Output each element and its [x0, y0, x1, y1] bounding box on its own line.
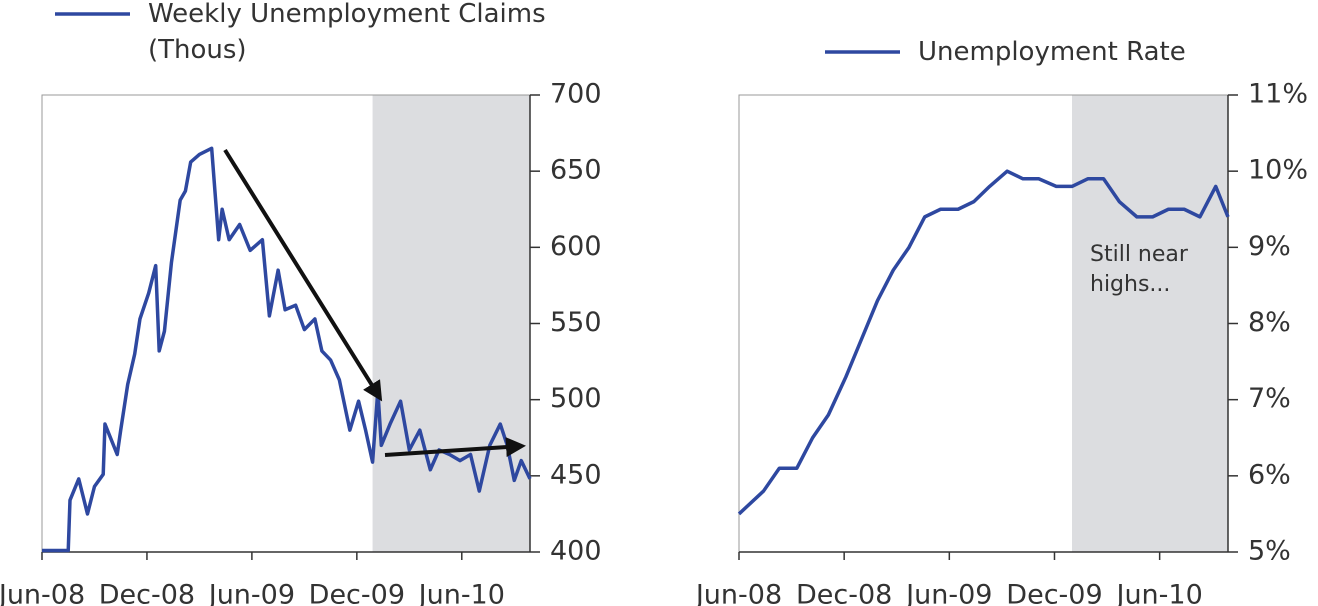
annotation: Still near highs... — [1090, 242, 1188, 297]
shaded-region — [1072, 95, 1228, 552]
y-tick-label: 650 — [550, 155, 602, 186]
legend-label: Weekly Unemployment Claims (Thous) — [148, 0, 546, 65]
trend-arrow — [384, 437, 526, 458]
x-tick-label: Dec-08 — [796, 580, 892, 606]
y-tick-label: 9% — [1248, 231, 1291, 262]
y-tick-label: 400 — [550, 536, 602, 567]
trend-arrow — [223, 148, 383, 402]
x-tick-label: Jun-09 — [904, 580, 992, 606]
legend-label: Unemployment Rate — [918, 37, 1186, 67]
x-tick-label: Jun-10 — [417, 580, 505, 606]
x-tick-label: Dec-08 — [99, 580, 195, 606]
y-tick-label: 10% — [1248, 155, 1308, 186]
y-tick-label: 550 — [550, 307, 602, 338]
x-tick-label: Jun-10 — [1114, 580, 1202, 606]
x-tick-label: Jun-08 — [0, 580, 85, 606]
y-tick-label: 7% — [1248, 383, 1291, 414]
x-tick-label: Dec-09 — [309, 580, 405, 606]
y-tick-label: 8% — [1248, 307, 1291, 338]
y-tick-label: 11% — [1248, 79, 1308, 110]
y-tick-label: 500 — [550, 383, 602, 414]
data-line — [737, 169, 1230, 516]
x-tick-label: Dec-09 — [1006, 580, 1102, 606]
y-tick-label: 600 — [550, 231, 602, 262]
shaded-region — [372, 95, 530, 552]
x-tick-label: Jun-09 — [207, 580, 295, 606]
y-tick-label: 6% — [1248, 459, 1291, 490]
x-tick-label: Jun-08 — [694, 580, 782, 606]
y-tick-label: 5% — [1248, 536, 1291, 567]
y-tick-label: 450 — [550, 459, 602, 490]
y-tick-label: 700 — [550, 79, 602, 110]
